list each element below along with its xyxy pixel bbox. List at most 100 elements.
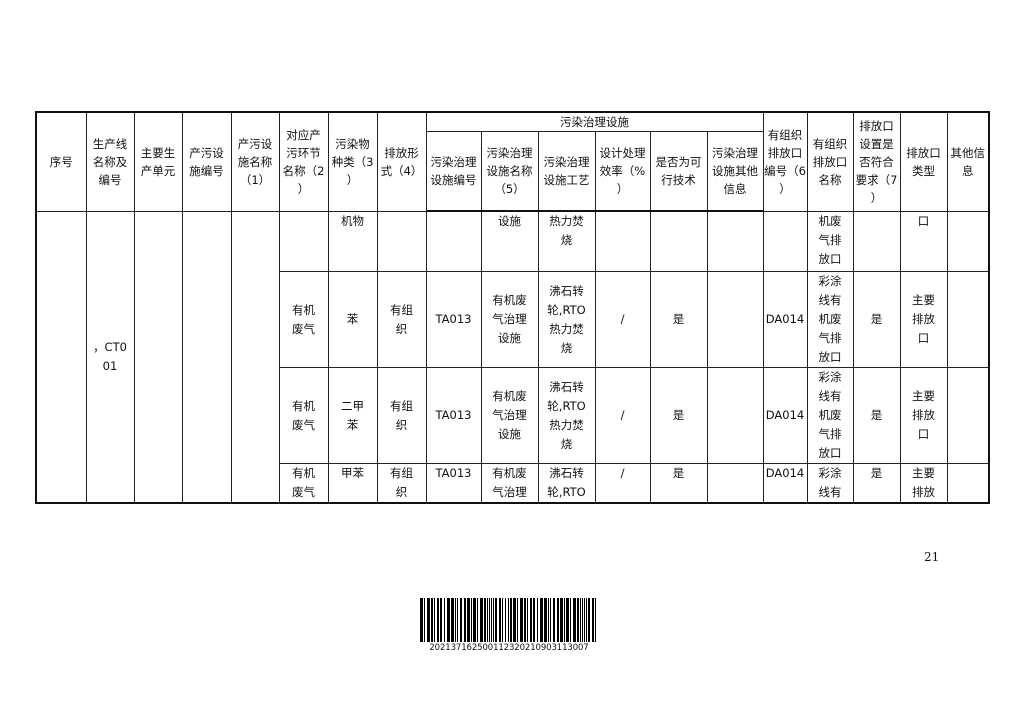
table-cell: 二甲 苯 bbox=[327, 367, 378, 464]
cell-text: 机废 气排 放口 bbox=[818, 213, 842, 266]
table-cell: 彩涂 线有 机废 气排 放口 bbox=[806, 367, 854, 464]
table-cell: 是 bbox=[649, 367, 708, 464]
cell-text: 机物 bbox=[341, 213, 364, 228]
cell-text: DA014 bbox=[765, 408, 805, 422]
cell-text: 主要 排放 bbox=[912, 466, 935, 499]
barcode-bar bbox=[592, 598, 594, 642]
column-header: 有组织 排放口 编号（6 ） bbox=[762, 111, 808, 212]
barcode-bar bbox=[586, 598, 587, 642]
table-cell: TA013 bbox=[425, 463, 482, 504]
cell-text bbox=[280, 212, 327, 271]
barcode-bar bbox=[540, 598, 543, 642]
table-cell: 有组 织 bbox=[376, 463, 427, 504]
barcode-bar bbox=[487, 598, 488, 642]
table-cell: DA014 bbox=[762, 463, 808, 504]
barcode-bar bbox=[513, 598, 516, 642]
cell-text: 主要 排放 口 bbox=[912, 293, 935, 345]
barcode-bar bbox=[508, 598, 509, 642]
table-cell: 是 bbox=[852, 463, 901, 504]
cell-text bbox=[596, 212, 649, 271]
barcode-bar bbox=[460, 598, 462, 642]
cell-text: TA013 bbox=[435, 466, 472, 480]
barcode-bar bbox=[530, 598, 532, 642]
barcode-bar bbox=[464, 598, 466, 642]
table-cell: 沸石转 轮,RTO bbox=[537, 463, 596, 504]
cell-text: 有组 织 bbox=[390, 302, 413, 336]
table-cell bbox=[706, 367, 764, 464]
cell-text bbox=[651, 212, 706, 271]
table-cell: 彩涂 线有 机废 气排 放口 bbox=[806, 271, 854, 368]
barcode-bar bbox=[588, 598, 590, 642]
cell-text: 有机废 气治理 设施 bbox=[492, 293, 527, 345]
barcode-bar bbox=[566, 598, 569, 642]
cell-text: 沸石转 轮,RTO 热力焚 烧 bbox=[547, 379, 586, 451]
table-cell bbox=[706, 463, 764, 504]
table-cell: 沸石转 轮,RTO 热力焚 烧 bbox=[537, 367, 596, 464]
table-cell: DA014 bbox=[762, 367, 808, 464]
cell-text: 有机 废气 bbox=[292, 466, 315, 499]
barcode-bar bbox=[420, 598, 423, 642]
barcode-bar bbox=[595, 598, 596, 642]
cell-text bbox=[378, 212, 425, 271]
barcode-bar bbox=[564, 598, 565, 642]
cell-text: TA013 bbox=[435, 408, 472, 422]
cell-text: 是 bbox=[870, 466, 883, 480]
table-cell: 是 bbox=[649, 463, 708, 504]
barcode-bar bbox=[580, 598, 581, 642]
empty-cell bbox=[230, 210, 280, 504]
barcode-bar bbox=[570, 598, 571, 642]
column-header: 产污设 施编号 bbox=[181, 111, 232, 212]
table-cell: 是 bbox=[852, 271, 901, 368]
table-row: ，CT0 01 机物 设施 热力焚 烧 机废 气排 放口 口 bbox=[35, 210, 990, 504]
column-header: 设计处理 效率（% ） bbox=[594, 131, 651, 212]
barcode-bar bbox=[493, 598, 494, 642]
table-cell bbox=[946, 367, 990, 464]
cell-text: 热力焚 烧 bbox=[549, 214, 584, 247]
cell-text bbox=[764, 212, 806, 271]
barcode-bar bbox=[527, 598, 528, 642]
table-cell bbox=[706, 271, 764, 368]
barcode-bar bbox=[553, 598, 555, 642]
cell-text: 有组 织 bbox=[390, 466, 413, 499]
cell-text: 有机废 气治理 bbox=[492, 466, 527, 499]
barcode-bar bbox=[489, 598, 490, 642]
cell-text: 是 bbox=[672, 466, 685, 480]
barcode-bar bbox=[455, 598, 456, 642]
barcode-bar bbox=[427, 598, 430, 642]
table-cell: 有机废 气治理 bbox=[480, 463, 539, 504]
table-cell: TA013 bbox=[425, 367, 482, 464]
table-cell: 热力焚 烧 bbox=[537, 210, 596, 272]
cell-text: 是 bbox=[870, 408, 883, 422]
table-row: 有机 废气 二甲 苯 有组 织 TA013 有机废 气治理 设施 沸石转 轮,RTO 热力… bbox=[36, 367, 990, 464]
column-header: 排放形 式（4） bbox=[376, 111, 427, 212]
column-header: 其他信 息 bbox=[946, 111, 990, 212]
table-cell: 机废 气排 放口 bbox=[806, 210, 854, 272]
barcode-bar bbox=[520, 598, 523, 642]
cell-text: 设施 bbox=[498, 214, 521, 228]
barcode-bar bbox=[544, 598, 547, 642]
column-header: 排放口 类型 bbox=[899, 111, 948, 212]
column-header: 生产线 名称及 编号 bbox=[85, 111, 135, 212]
barcode-bar bbox=[457, 598, 458, 642]
table-cell bbox=[852, 210, 901, 272]
table-cell: 是 bbox=[649, 271, 708, 368]
column-header: 有组织 排放口 名称 bbox=[806, 111, 854, 212]
barcode-bar bbox=[560, 598, 563, 642]
barcode-bar bbox=[573, 598, 576, 642]
table-cell bbox=[706, 210, 764, 272]
cell-text bbox=[427, 212, 480, 271]
column-header: 主要生 产单元 bbox=[133, 111, 183, 212]
table-cell bbox=[594, 210, 651, 272]
column-group-header: 污染治理设施 bbox=[425, 111, 764, 132]
barcode-bar bbox=[537, 598, 538, 642]
column-header: 产污设 施名称 （1） bbox=[230, 111, 280, 212]
table-cell: 主要 排放 bbox=[899, 463, 948, 504]
barcode-bar bbox=[584, 598, 585, 642]
cell-text: 有机废 气治理 设施 bbox=[492, 389, 527, 441]
barcode-bar bbox=[499, 598, 501, 642]
cell-text: DA014 bbox=[765, 466, 805, 480]
cell-text: 有组 织 bbox=[390, 398, 413, 432]
cell-text: 苯 bbox=[346, 312, 359, 326]
empty-cell bbox=[35, 210, 87, 504]
table-cell: 有机 废气 bbox=[278, 463, 329, 504]
